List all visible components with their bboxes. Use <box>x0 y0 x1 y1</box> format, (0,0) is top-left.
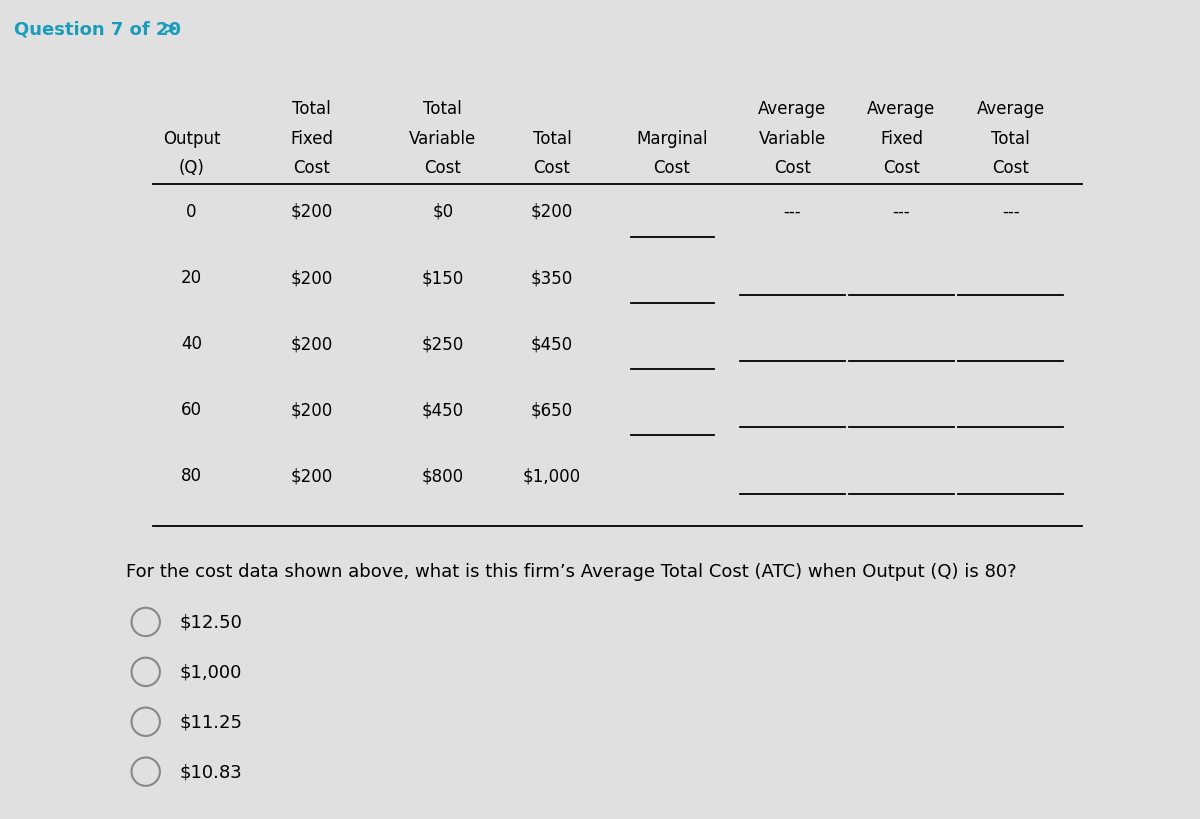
Text: $450: $450 <box>421 400 464 419</box>
Text: Cost: Cost <box>293 159 330 177</box>
Text: $250: $250 <box>421 335 464 353</box>
Text: Cost: Cost <box>534 159 570 177</box>
Text: Total: Total <box>293 100 331 118</box>
Text: $1,000: $1,000 <box>180 663 242 681</box>
Text: Variable: Variable <box>409 129 476 147</box>
Text: $350: $350 <box>530 269 574 287</box>
Text: $200: $200 <box>290 400 332 419</box>
Text: $450: $450 <box>530 335 574 353</box>
Text: Cost: Cost <box>774 159 811 177</box>
Text: $200: $200 <box>290 269 332 287</box>
Text: Average: Average <box>868 100 936 118</box>
Text: ---: --- <box>893 202 910 220</box>
Text: $650: $650 <box>530 400 574 419</box>
Text: 40: 40 <box>181 335 202 353</box>
Text: ---: --- <box>1002 202 1019 220</box>
Text: Marginal: Marginal <box>636 129 708 147</box>
Text: Cost: Cost <box>654 159 690 177</box>
Text: $11.25: $11.25 <box>180 713 242 731</box>
Text: $800: $800 <box>421 467 464 485</box>
Text: $1,000: $1,000 <box>523 467 581 485</box>
Text: For the cost data shown above, what is this firm’s Average Total Cost (ATC) when: For the cost data shown above, what is t… <box>126 562 1016 580</box>
Text: $12.50: $12.50 <box>180 613 242 631</box>
Text: Total: Total <box>991 129 1030 147</box>
Text: Cost: Cost <box>883 159 920 177</box>
Text: 80: 80 <box>181 467 202 485</box>
Text: Average: Average <box>977 100 1045 118</box>
Text: Question 7 of 20: Question 7 of 20 <box>14 20 181 38</box>
Text: Average: Average <box>758 100 827 118</box>
Text: Fixed: Fixed <box>880 129 923 147</box>
Text: $200: $200 <box>530 202 574 220</box>
Text: $200: $200 <box>290 467 332 485</box>
Text: $150: $150 <box>421 269 464 287</box>
Text: >: > <box>162 20 178 38</box>
Text: Cost: Cost <box>992 159 1030 177</box>
Text: Cost: Cost <box>425 159 461 177</box>
Text: Output: Output <box>163 129 221 147</box>
Text: 0: 0 <box>186 202 197 220</box>
Text: Variable: Variable <box>758 129 826 147</box>
Text: 20: 20 <box>181 269 202 287</box>
Text: (Q): (Q) <box>179 159 204 177</box>
Text: Fixed: Fixed <box>290 129 334 147</box>
Text: 60: 60 <box>181 400 202 419</box>
Text: $10.83: $10.83 <box>180 762 242 781</box>
Text: ---: --- <box>784 202 800 220</box>
Text: Total: Total <box>533 129 571 147</box>
Text: $0: $0 <box>432 202 454 220</box>
Text: $200: $200 <box>290 335 332 353</box>
Text: Total: Total <box>424 100 462 118</box>
Text: $200: $200 <box>290 202 332 220</box>
